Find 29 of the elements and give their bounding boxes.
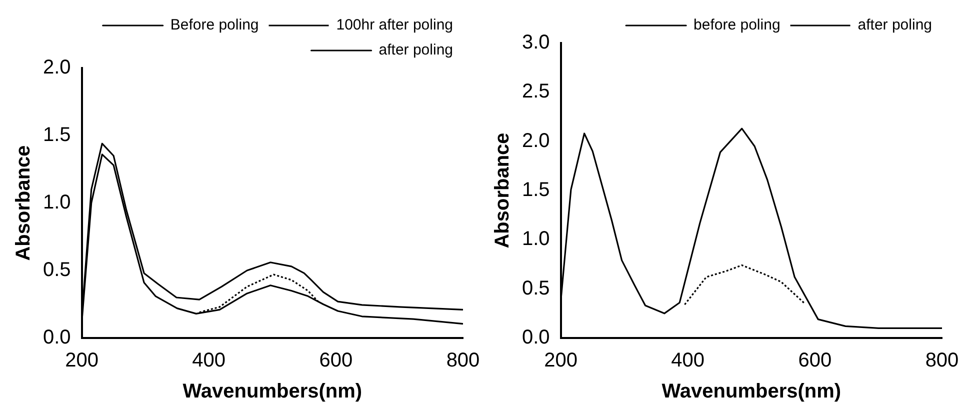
x-tick-label: 400 bbox=[671, 350, 705, 372]
y-tick-label: 2.5 bbox=[522, 80, 550, 103]
y-tick-label: 2.0 bbox=[42, 56, 71, 79]
legend-label: after poling bbox=[858, 16, 932, 34]
y-tick-label: 1.0 bbox=[522, 228, 550, 250]
x-tick-label: 200 bbox=[544, 350, 578, 372]
x-tick-label: 200 bbox=[65, 350, 98, 372]
y-tick-label: 3.0 bbox=[522, 32, 550, 54]
legend-label: after poling bbox=[378, 42, 453, 59]
y-tick-label: 1.5 bbox=[522, 179, 550, 202]
y-tick-label: 1.5 bbox=[42, 124, 71, 146]
legend-label: Before poling bbox=[170, 16, 259, 34]
x-axis-title: Wavenumbers(nm) bbox=[662, 380, 842, 403]
y-tick-label: 0.5 bbox=[42, 259, 71, 282]
x-tick-label: 800 bbox=[446, 350, 480, 372]
y-tick-label: 2.0 bbox=[522, 130, 550, 152]
x-tick-label: 600 bbox=[319, 350, 353, 372]
legend-label: before poling bbox=[694, 16, 780, 34]
x-tick-label: 800 bbox=[925, 350, 959, 372]
legend-label: 100hr after poling bbox=[336, 16, 453, 34]
x-tick-label: 400 bbox=[192, 350, 226, 372]
y-tick-label: 1.0 bbox=[42, 192, 71, 214]
x-axis-title: Wavenumbers(nm) bbox=[182, 380, 362, 403]
y-tick-label: 0.0 bbox=[42, 326, 71, 349]
y-axis-title: Absorbance bbox=[492, 132, 514, 248]
x-tick-label: 600 bbox=[798, 350, 832, 372]
y-tick-label: 0.5 bbox=[522, 277, 550, 300]
y-tick-label: 0.0 bbox=[522, 326, 550, 349]
y-axis-title: Absorbance bbox=[12, 145, 35, 261]
